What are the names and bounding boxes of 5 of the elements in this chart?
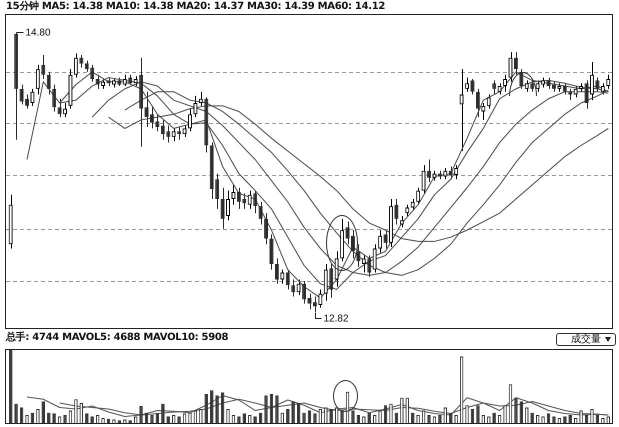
dropdown-field: 成交量 [556, 333, 616, 346]
chart-title: 15分钟 MA5: 14.38 MA10: 14.38 MA20: 14.37 MA30: 14.39 MA60: 14.12 [6, 1, 386, 13]
annotation: 12.82 [324, 313, 349, 324]
chart-title: 总手: 4744 MAVOL5: 4688 MAVOL10: 5908 [6, 332, 228, 344]
annotation: 14.80 [26, 27, 51, 38]
